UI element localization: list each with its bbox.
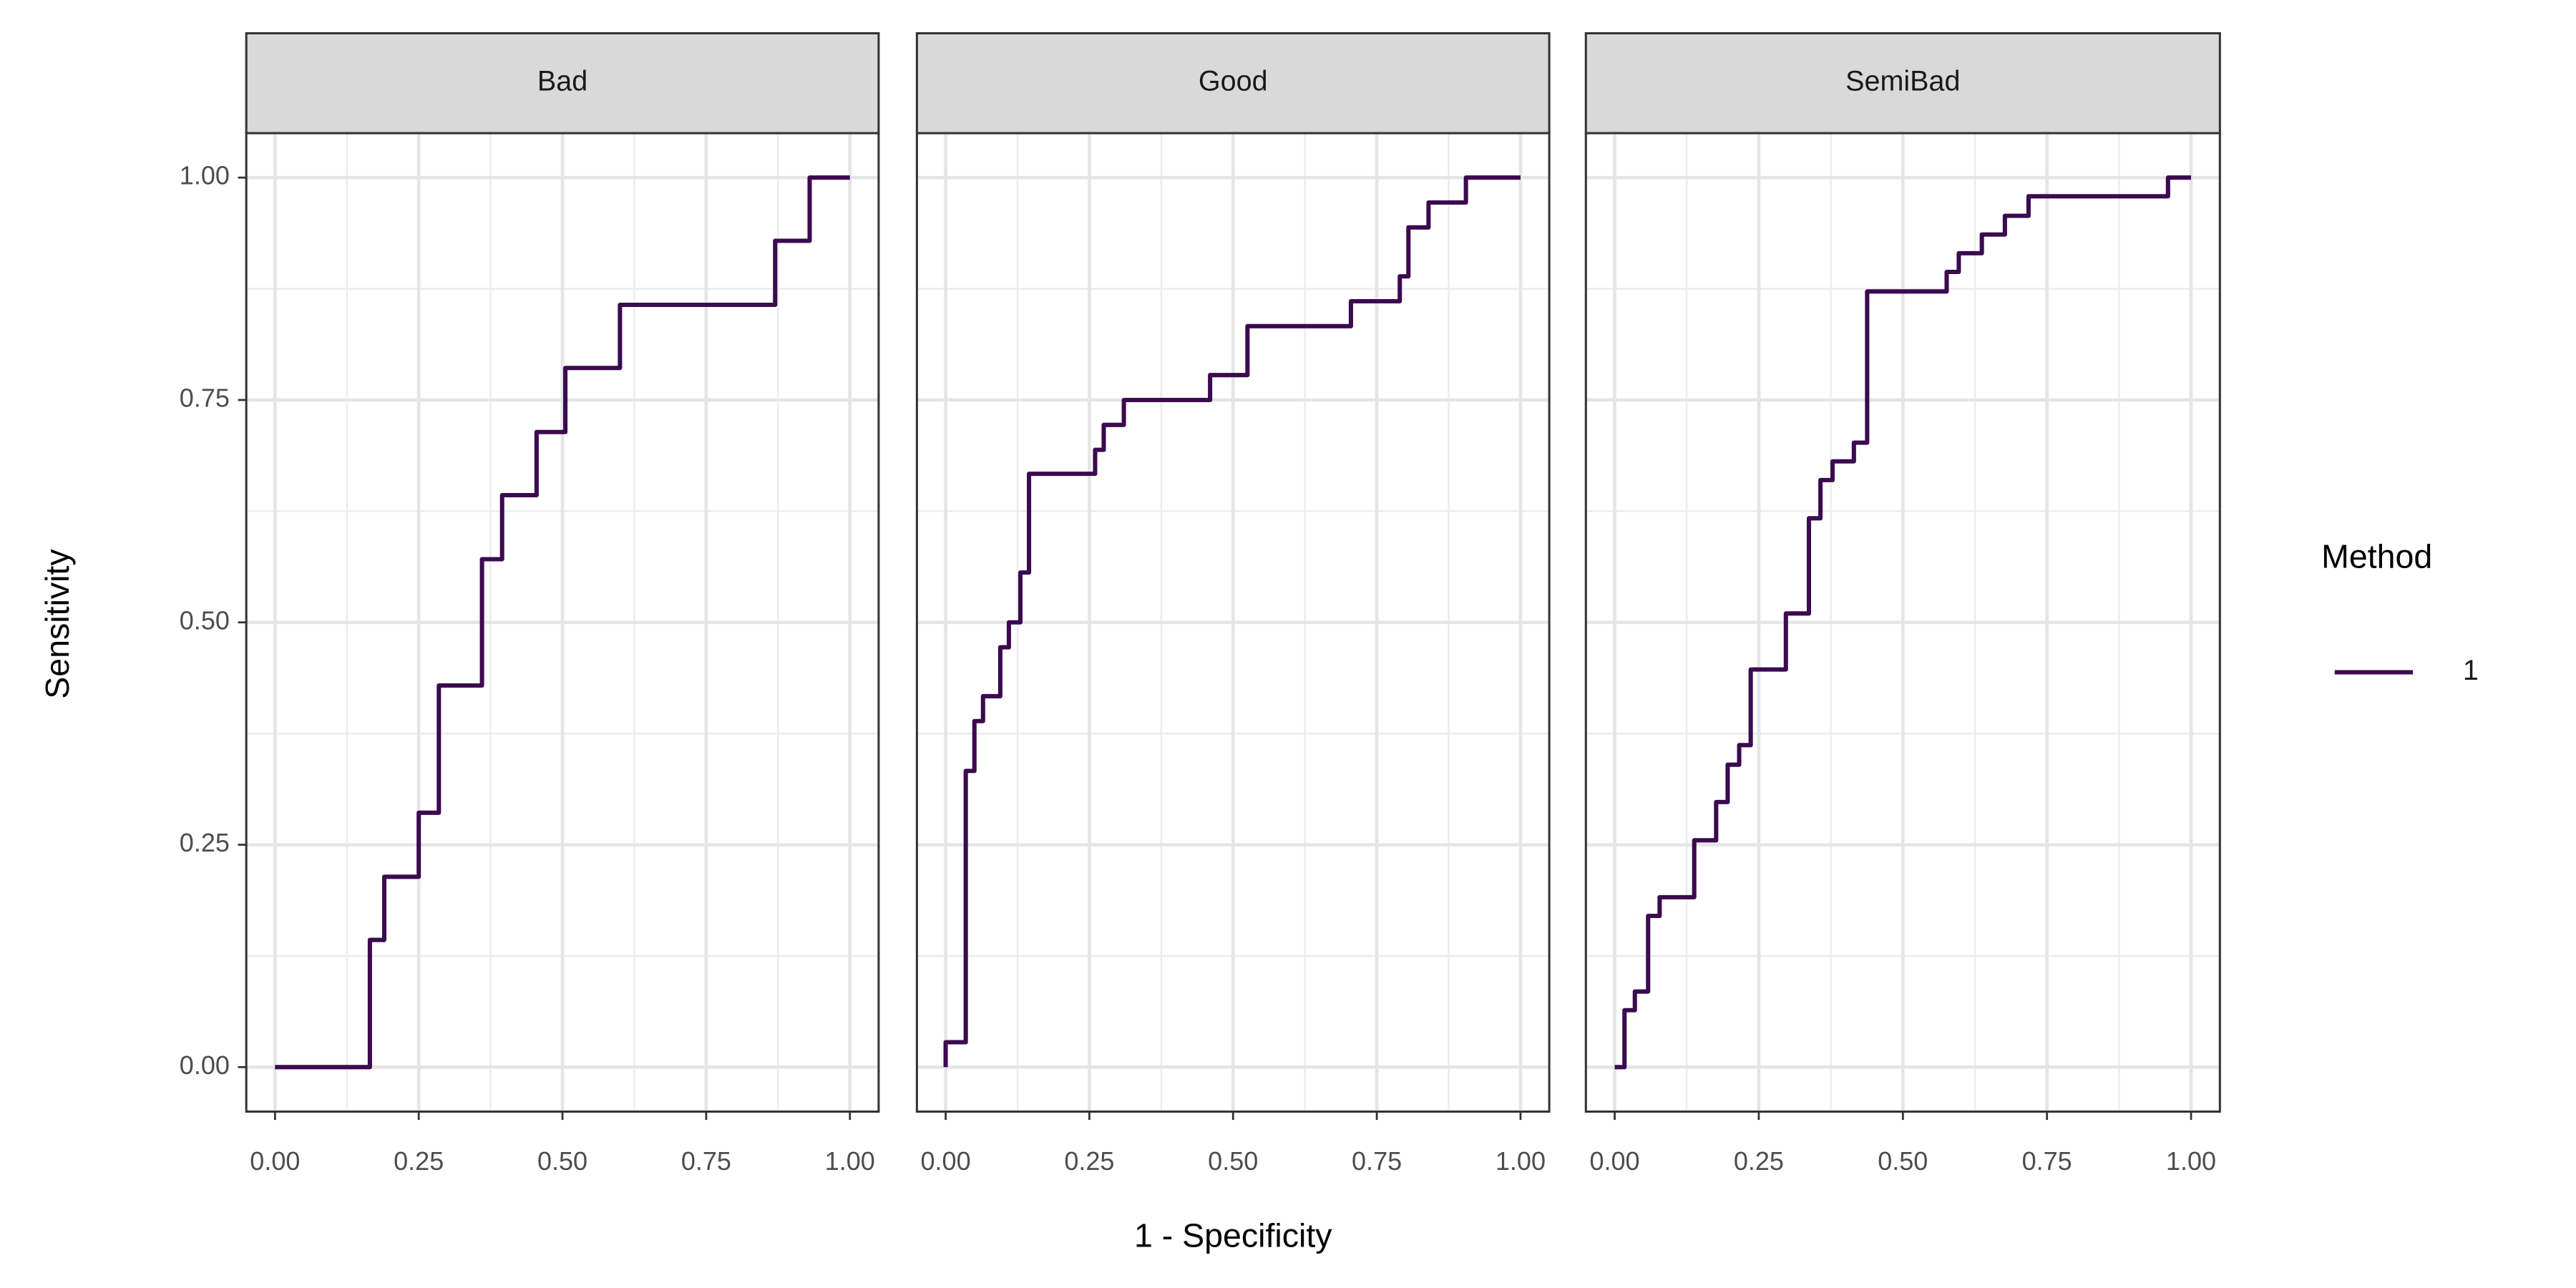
strip-label: SemiBad (1845, 66, 1960, 97)
y-tick-label: 1.00 (180, 161, 230, 190)
x-axis-title: 1 - Specificity (1134, 1217, 1332, 1254)
x-tick-label: 0.50 (537, 1146, 587, 1176)
y-tick-label: 0.00 (180, 1050, 230, 1080)
y-tick-label: 0.75 (180, 384, 230, 413)
roc-line (943, 175, 1521, 1068)
roc-line (275, 175, 850, 1070)
legend-title: Method (2321, 538, 2432, 575)
x-tick-label: 1.00 (825, 1146, 875, 1176)
x-tick-label: 0.75 (2022, 1146, 2072, 1176)
x-tick-label: 0.00 (1589, 1146, 1639, 1176)
strip (245, 32, 880, 135)
roc-line (1614, 175, 2192, 1070)
x-tick-label: 1.00 (2166, 1146, 2216, 1176)
strip (915, 32, 1551, 135)
x-tick-label: 0.75 (681, 1146, 731, 1176)
x-tick-label: 1.00 (1496, 1146, 1546, 1176)
x-tick-label: 0.00 (920, 1146, 970, 1176)
y-tick-label: 0.50 (180, 605, 230, 635)
x-tick-label: 0.25 (1734, 1146, 1784, 1176)
legend-label: 1 (2463, 655, 2479, 686)
x-tick-label: 0.25 (394, 1146, 444, 1176)
x-tick-label: 0.75 (1352, 1146, 1402, 1176)
x-tick-label: 0.50 (1878, 1146, 1928, 1176)
x-tick-label: 0.00 (250, 1146, 300, 1176)
y-tick-label: 0.25 (180, 828, 230, 857)
y-axis-title: Sensitivity (39, 549, 76, 699)
strip (1584, 32, 2221, 135)
strip-label: Bad (537, 66, 587, 97)
strip-label: Good (1199, 66, 1268, 97)
x-tick-label: 0.25 (1064, 1146, 1114, 1176)
x-tick-label: 0.50 (1208, 1146, 1258, 1176)
